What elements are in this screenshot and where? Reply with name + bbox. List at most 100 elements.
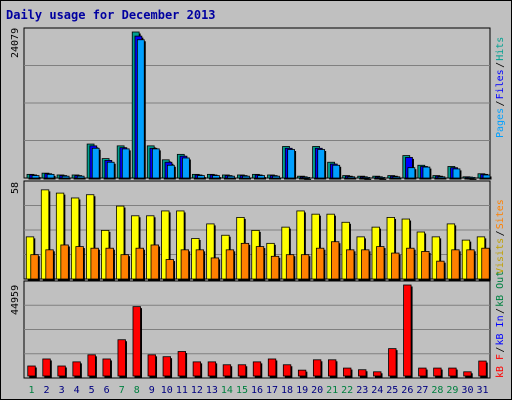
legend-2-2: Sites — [495, 199, 506, 229]
pages-bar-4 — [76, 175, 85, 179]
sites-bar-15 — [240, 242, 250, 280]
legend-3-0: kB F — [495, 354, 506, 378]
day-label-11: 11 — [176, 385, 188, 396]
day-label-9: 9 — [149, 385, 155, 396]
kbf-bar-20 — [312, 359, 322, 377]
pages-bar-14-shadow — [229, 177, 236, 180]
visits-bar-4 — [70, 197, 80, 280]
day-label-30: 30 — [461, 385, 473, 396]
kbf-bar-7 — [117, 339, 126, 377]
day-label-31: 31 — [476, 385, 488, 396]
pages-bar-15-shadow — [244, 177, 251, 180]
pages-bar-14 — [227, 175, 235, 179]
day-label-1: 1 — [29, 385, 35, 396]
sites-bar-17 — [270, 255, 280, 280]
day-label-17: 17 — [266, 385, 278, 396]
sites-bar-7 — [120, 254, 129, 280]
sites-bar-23 — [361, 249, 370, 280]
legend-3-2: kB In — [495, 315, 506, 345]
kbf-bar-3 — [57, 365, 66, 377]
pages-bar-1 — [31, 175, 40, 179]
pages-bar-28-shadow — [439, 178, 447, 180]
pages-bar-25-shadow — [394, 178, 402, 180]
pages-bar-19 — [302, 176, 311, 179]
legend-1-4: Hits — [495, 37, 506, 61]
kbf-bar-19 — [297, 369, 307, 377]
kbf-bar-29 — [448, 367, 457, 377]
chart-title: Daily usage for December 2013 — [6, 8, 216, 22]
visits-bar-18 — [281, 226, 290, 280]
sites-bar-22 — [346, 249, 355, 280]
sites-bar-19 — [300, 254, 310, 280]
pages-bar-9 — [151, 148, 160, 179]
panel-1-grid — [24, 65, 490, 141]
kbf-bar-1 — [27, 365, 36, 377]
day-label-16: 16 — [251, 385, 263, 396]
kbf-bar-16 — [252, 361, 262, 377]
visits-bar-28 — [431, 236, 441, 280]
legend-3-3: / — [495, 308, 506, 314]
day-label-28: 28 — [431, 385, 443, 396]
sites-bar-31 — [481, 247, 490, 280]
pages-bar-24-shadow — [379, 178, 387, 180]
kbf-bar-18 — [282, 364, 292, 377]
day-label-2: 2 — [44, 385, 50, 396]
day-label-26: 26 — [401, 385, 413, 396]
legend-3-4: kB Out — [495, 271, 506, 307]
kbf-bar-21 — [328, 359, 337, 377]
day-label-24: 24 — [371, 385, 383, 396]
pages-bar-8 — [136, 39, 145, 179]
kbf-bar-11 — [177, 351, 186, 377]
pages-bar-17 — [272, 175, 280, 179]
day-label-15: 15 — [236, 385, 248, 396]
kbf-bar-9 — [147, 354, 156, 377]
day-label-8: 8 — [134, 385, 140, 396]
kbf-bar-4 — [72, 361, 81, 377]
panel-1-max-label: 24079 — [10, 28, 21, 58]
sites-bar-6 — [105, 247, 114, 280]
day-label-10: 10 — [161, 385, 173, 396]
sites-bar-2 — [45, 249, 54, 280]
legend-1-3: / — [495, 62, 506, 68]
day-label-5: 5 — [89, 385, 95, 396]
sites-bar-16 — [255, 246, 265, 280]
legend-1-0: Pages — [495, 108, 506, 138]
panel-3-max-label: 44959 — [10, 285, 21, 315]
kbf-bar-6 — [102, 358, 111, 377]
pages-bar-23-shadow — [364, 178, 372, 180]
day-label-6: 6 — [104, 385, 110, 396]
day-label-7: 7 — [119, 385, 125, 396]
visits-bar-8 — [131, 215, 140, 280]
sites-bar-8 — [135, 247, 144, 280]
pages-bar-24 — [377, 176, 386, 179]
kbf-bar-12 — [192, 361, 202, 377]
visits-bar-25 — [386, 217, 395, 280]
visits-bar-2 — [40, 189, 50, 280]
day-label-14: 14 — [221, 385, 233, 396]
pages-bar-3 — [61, 175, 70, 179]
pages-bar-7 — [121, 148, 130, 179]
visits-bar-19 — [296, 210, 305, 280]
kbf-bar-31 — [478, 360, 487, 377]
kbf-bar-24 — [373, 371, 382, 377]
sites-bar-25 — [391, 252, 400, 280]
sites-bar-9 — [150, 244, 159, 280]
pages-bar-13 — [212, 175, 220, 179]
pages-bar-4-shadow — [78, 177, 86, 180]
legend-1-2: Files — [495, 69, 506, 99]
pages-bar-22 — [347, 176, 356, 179]
sites-bar-27 — [421, 251, 430, 280]
pages-bar-15 — [242, 175, 250, 179]
pages-bar-2 — [46, 173, 55, 179]
day-label-29: 29 — [446, 385, 458, 396]
day-label-13: 13 — [206, 385, 218, 396]
day-label-22: 22 — [341, 385, 353, 396]
legend-3-1: / — [495, 347, 506, 353]
visits-bar-7 — [116, 205, 125, 280]
day-label-12: 12 — [191, 385, 203, 396]
day-label-18: 18 — [281, 385, 293, 396]
sites-bar-4 — [75, 246, 84, 280]
day-label-4: 4 — [74, 385, 80, 396]
pages-bar-18 — [287, 149, 295, 179]
day-label-21: 21 — [326, 385, 338, 396]
